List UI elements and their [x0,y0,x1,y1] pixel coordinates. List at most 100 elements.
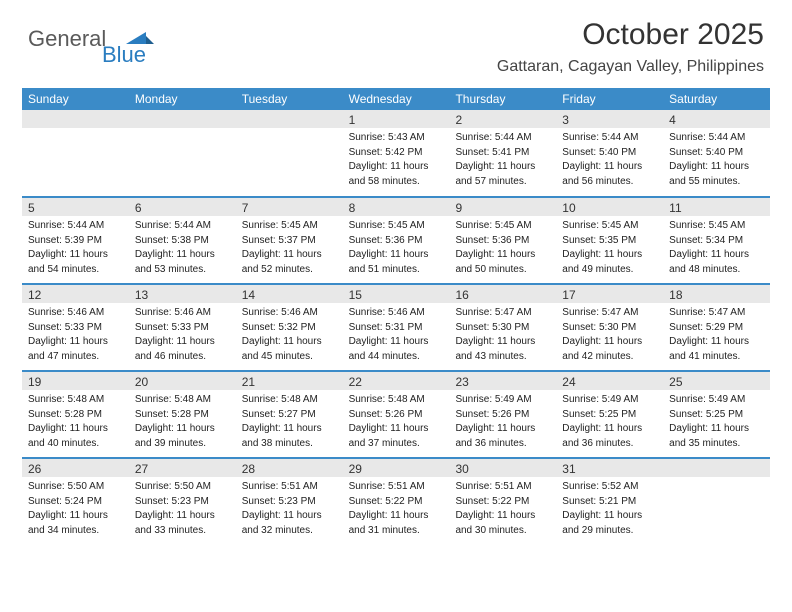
day-details: Sunrise: 5:43 AMSunset: 5:42 PMDaylight:… [343,128,450,195]
day-cell: 12Sunrise: 5:46 AMSunset: 5:33 PMDayligh… [22,285,129,370]
day-number: 11 [663,198,770,216]
sunrise-text: Sunrise: 5:51 AM [242,480,337,494]
day-details: Sunrise: 5:50 AMSunset: 5:23 PMDaylight:… [129,477,236,544]
sunrise-text: Sunrise: 5:47 AM [669,306,764,320]
daylight-line2: and 47 minutes. [28,350,123,364]
day-cell: 16Sunrise: 5:47 AMSunset: 5:30 PMDayligh… [449,285,556,370]
week-row: 1Sunrise: 5:43 AMSunset: 5:42 PMDaylight… [22,110,770,196]
daylight-line1: Daylight: 11 hours [242,422,337,436]
daylight-line1: Daylight: 11 hours [562,509,657,523]
daylight-line2: and 41 minutes. [669,350,764,364]
sunset-text: Sunset: 5:23 PM [135,495,230,509]
day-cell: 21Sunrise: 5:48 AMSunset: 5:27 PMDayligh… [236,372,343,457]
daylight-line2: and 30 minutes. [455,524,550,538]
week-row: 5Sunrise: 5:44 AMSunset: 5:39 PMDaylight… [22,196,770,283]
day-number: 15 [343,285,450,303]
day-number: 17 [556,285,663,303]
day-details: Sunrise: 5:47 AMSunset: 5:30 PMDaylight:… [556,303,663,370]
sunset-text: Sunset: 5:42 PM [349,146,444,160]
sunrise-text: Sunrise: 5:50 AM [135,480,230,494]
daylight-line1: Daylight: 11 hours [349,509,444,523]
day-cell: 13Sunrise: 5:46 AMSunset: 5:33 PMDayligh… [129,285,236,370]
sunset-text: Sunset: 5:29 PM [669,321,764,335]
sunrise-text: Sunrise: 5:52 AM [562,480,657,494]
empty-day-bar [236,110,343,128]
day-number: 18 [663,285,770,303]
day-cell: 5Sunrise: 5:44 AMSunset: 5:39 PMDaylight… [22,198,129,283]
daylight-line1: Daylight: 11 hours [455,160,550,174]
sunrise-text: Sunrise: 5:45 AM [455,219,550,233]
sunset-text: Sunset: 5:30 PM [562,321,657,335]
daylight-line2: and 45 minutes. [242,350,337,364]
sunrise-text: Sunrise: 5:44 AM [562,131,657,145]
daylight-line1: Daylight: 11 hours [135,335,230,349]
daylight-line2: and 44 minutes. [349,350,444,364]
daylight-line1: Daylight: 11 hours [242,335,337,349]
sunrise-text: Sunrise: 5:44 AM [135,219,230,233]
sunset-text: Sunset: 5:36 PM [349,234,444,248]
sunrise-text: Sunrise: 5:48 AM [135,393,230,407]
daylight-line2: and 42 minutes. [562,350,657,364]
day-details: Sunrise: 5:48 AMSunset: 5:28 PMDaylight:… [22,390,129,457]
sunset-text: Sunset: 5:31 PM [349,321,444,335]
day-number: 3 [556,110,663,128]
day-details: Sunrise: 5:48 AMSunset: 5:26 PMDaylight:… [343,390,450,457]
daylight-line1: Daylight: 11 hours [349,160,444,174]
daylight-line1: Daylight: 11 hours [669,160,764,174]
sunset-text: Sunset: 5:25 PM [562,408,657,422]
sunset-text: Sunset: 5:26 PM [455,408,550,422]
day-cell: 11Sunrise: 5:45 AMSunset: 5:34 PMDayligh… [663,198,770,283]
day-cell: 18Sunrise: 5:47 AMSunset: 5:29 PMDayligh… [663,285,770,370]
daylight-line1: Daylight: 11 hours [242,248,337,262]
sunrise-text: Sunrise: 5:45 AM [669,219,764,233]
daylight-line1: Daylight: 11 hours [669,248,764,262]
day-number: 1 [343,110,450,128]
sunrise-text: Sunrise: 5:48 AM [242,393,337,407]
sunset-text: Sunset: 5:28 PM [28,408,123,422]
day-number: 23 [449,372,556,390]
day-number: 6 [129,198,236,216]
day-details: Sunrise: 5:48 AMSunset: 5:28 PMDaylight:… [129,390,236,457]
day-cell: 25Sunrise: 5:49 AMSunset: 5:25 PMDayligh… [663,372,770,457]
daylight-line2: and 51 minutes. [349,263,444,277]
daylight-line1: Daylight: 11 hours [28,335,123,349]
sunset-text: Sunset: 5:36 PM [455,234,550,248]
day-details: Sunrise: 5:48 AMSunset: 5:27 PMDaylight:… [236,390,343,457]
daylight-line1: Daylight: 11 hours [669,422,764,436]
daylight-line2: and 57 minutes. [455,175,550,189]
daylight-line2: and 38 minutes. [242,437,337,451]
daylight-line2: and 54 minutes. [28,263,123,277]
day-number: 16 [449,285,556,303]
empty-day-bar [22,110,129,128]
day-cell: 4Sunrise: 5:44 AMSunset: 5:40 PMDaylight… [663,110,770,196]
sunrise-text: Sunrise: 5:49 AM [562,393,657,407]
logo-text-general: General [28,26,106,52]
daylight-line2: and 43 minutes. [455,350,550,364]
sunset-text: Sunset: 5:26 PM [349,408,444,422]
daylight-line2: and 33 minutes. [135,524,230,538]
daylight-line1: Daylight: 11 hours [455,335,550,349]
weekday-monday: Monday [129,88,236,110]
day-number: 25 [663,372,770,390]
daylight-line1: Daylight: 11 hours [28,248,123,262]
day-number: 10 [556,198,663,216]
day-details: Sunrise: 5:44 AMSunset: 5:41 PMDaylight:… [449,128,556,195]
day-cell: 28Sunrise: 5:51 AMSunset: 5:23 PMDayligh… [236,459,343,544]
day-cell: 20Sunrise: 5:48 AMSunset: 5:28 PMDayligh… [129,372,236,457]
daylight-line1: Daylight: 11 hours [562,422,657,436]
day-cell [663,459,770,544]
daylight-line1: Daylight: 11 hours [562,335,657,349]
week-row: 12Sunrise: 5:46 AMSunset: 5:33 PMDayligh… [22,283,770,370]
day-details: Sunrise: 5:45 AMSunset: 5:36 PMDaylight:… [449,216,556,283]
daylight-line1: Daylight: 11 hours [455,422,550,436]
sunrise-text: Sunrise: 5:48 AM [349,393,444,407]
day-cell: 31Sunrise: 5:52 AMSunset: 5:21 PMDayligh… [556,459,663,544]
day-cell [129,110,236,196]
daylight-line2: and 58 minutes. [349,175,444,189]
weekday-thursday: Thursday [449,88,556,110]
day-cell: 7Sunrise: 5:45 AMSunset: 5:37 PMDaylight… [236,198,343,283]
sunrise-text: Sunrise: 5:48 AM [28,393,123,407]
sunset-text: Sunset: 5:40 PM [562,146,657,160]
sunrise-text: Sunrise: 5:44 AM [669,131,764,145]
day-cell: 1Sunrise: 5:43 AMSunset: 5:42 PMDaylight… [343,110,450,196]
